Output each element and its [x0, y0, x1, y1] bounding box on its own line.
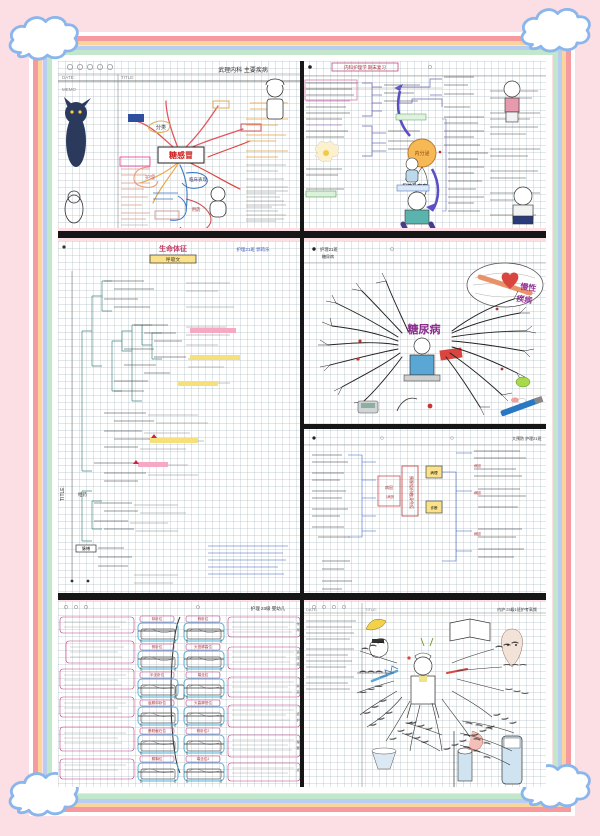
svg-text:DATE:: DATE:: [62, 75, 75, 80]
svg-text:端坐位: 端坐位: [198, 672, 209, 677]
svg-text:半坐卧位: 半坐卧位: [150, 672, 165, 677]
svg-text:诊断: 诊断: [430, 505, 438, 510]
svg-text:内分泌: 内分泌: [414, 150, 429, 157]
svg-text:TITLE:: TITLE:: [121, 75, 135, 80]
svg-text:用药: 用药: [192, 206, 201, 213]
svg-text:护理 23级 婴幼儿: 护理 23级 婴幼儿: [251, 605, 286, 612]
svg-text:糖尿病: 糖尿病: [322, 253, 334, 259]
svg-text:病因: 病因: [474, 463, 481, 468]
svg-text:头高脚低位: 头高脚低位: [194, 700, 212, 705]
svg-text:俯卧位: 俯卧位: [198, 616, 209, 621]
svg-text:端坐位2: 端坐位2: [197, 756, 210, 761]
svg-text:头低脚高位: 头低脚高位: [194, 644, 212, 649]
svg-text:DATE:: DATE:: [306, 607, 317, 612]
svg-text:侧卧位: 侧卧位: [152, 644, 163, 649]
svg-text:屈膝仰卧位: 屈膝仰卧位: [148, 700, 166, 705]
svg-text:糖尿病: 糖尿病: [408, 322, 441, 336]
svg-text:临床表现: 临床表现: [189, 176, 207, 183]
svg-text:自身免疫: 自身免疫: [409, 493, 415, 509]
svg-text:分类: 分类: [156, 124, 166, 131]
svg-text:病因: 病因: [474, 531, 481, 536]
svg-text:给药: 给药: [78, 491, 87, 498]
svg-text:膝胸位: 膝胸位: [152, 756, 163, 761]
svg-text:武理内科 主要疾病: 武理内科 主要疾病: [218, 66, 268, 74]
svg-text:病理: 病理: [430, 470, 438, 475]
svg-text:护理: 护理: [145, 174, 155, 181]
svg-text:大预防 护理21班: 大预防 护理21班: [512, 435, 542, 441]
svg-text:护理21班 郭筠乐: 护理21班 郭筠乐: [236, 246, 270, 253]
svg-text:呼吸文: 呼吸文: [166, 256, 181, 263]
svg-text:护理21班: 护理21班: [320, 246, 338, 253]
svg-text:脉搏: 脉搏: [82, 545, 90, 551]
svg-text:病因: 病因: [474, 490, 481, 495]
svg-text:内护 23级1班护考高频: 内护 23级1班护考高频: [497, 606, 537, 612]
svg-text:俯卧位2: 俯卧位2: [197, 728, 210, 733]
svg-text:仰卧位: 仰卧位: [152, 616, 163, 621]
svg-text:内科护理学 期末复习: 内科护理学 期末复习: [344, 64, 386, 71]
svg-text:病因: 病因: [385, 484, 393, 490]
svg-text:糖感冒: 糖感冒: [169, 150, 193, 160]
svg-text:（病历: （病历: [384, 494, 395, 499]
svg-text:生命体征: 生命体征: [159, 244, 187, 253]
svg-text:TITLE:: TITLE:: [365, 607, 377, 612]
svg-text:TITLE:: TITLE:: [60, 486, 66, 501]
svg-text:MEMO: MEMO: [62, 87, 76, 92]
svg-text:膀胱截石位: 膀胱截石位: [148, 728, 166, 733]
